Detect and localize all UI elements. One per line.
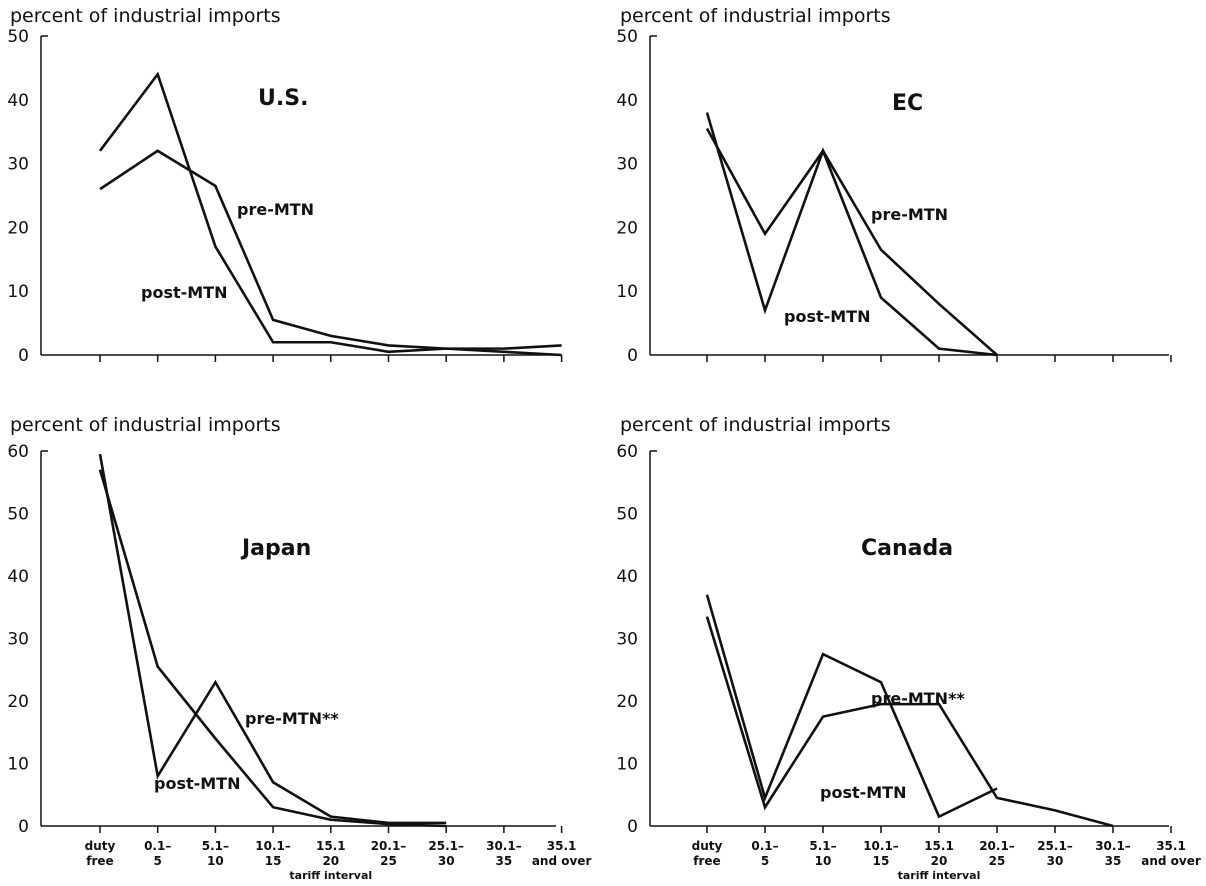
series-label-post-mtn: post-MTN bbox=[820, 783, 906, 802]
x-tick-label: duty bbox=[692, 839, 723, 853]
series-line-post-mtn bbox=[98, 71, 562, 357]
y-tick-label: 30 bbox=[616, 155, 638, 175]
y-tick-label: 30 bbox=[7, 630, 29, 650]
chart-title: EC bbox=[892, 91, 923, 116]
y-tick-label: 60 bbox=[7, 442, 29, 462]
series-label-post-mtn: post-MTN bbox=[154, 774, 240, 793]
x-tick-label: 5.1– bbox=[809, 839, 836, 853]
x-tick-label: 15.1 bbox=[924, 839, 954, 853]
series-label-post-mtn: post-MTN bbox=[141, 283, 227, 302]
x-tick-label: 30 bbox=[438, 854, 455, 868]
x-tick-label: 5 bbox=[154, 854, 162, 868]
line-chart-us: 0 10 20 30 40 50 pre-MTN post-MTN U.S. bbox=[7, 27, 563, 366]
y-tick-label: 10 bbox=[7, 755, 29, 775]
y-tick-label: 20 bbox=[7, 218, 29, 238]
x-tick-label: and over bbox=[532, 854, 592, 868]
x-tick-label: 10.1– bbox=[255, 839, 291, 853]
x-tick-label: 25 bbox=[989, 854, 1006, 868]
x-tick-label: 15.1 bbox=[316, 839, 346, 853]
series-label-pre-mtn: pre-MTN bbox=[871, 205, 948, 224]
line-chart-ec: 0 10 20 30 40 50 pre-MTN post-MTN EC bbox=[616, 27, 1172, 366]
series-line-pre-mtn bbox=[705, 127, 998, 356]
line-chart-canada: 0102030405060dutyfree0.1–55.1–1010.1–151… bbox=[616, 442, 1201, 882]
x-tick-label: 10.1– bbox=[863, 839, 899, 853]
y-tick-label: 20 bbox=[616, 218, 638, 238]
chart-panel-ec: percent of industrial imports 0 10 20 30 40 5… bbox=[603, 0, 1206, 443]
series-line-pre-mtn bbox=[705, 616, 1114, 828]
x-tick-label: 30.1– bbox=[486, 839, 522, 853]
y-tick-label: 30 bbox=[7, 155, 29, 175]
x-tick-label: 10 bbox=[815, 854, 832, 868]
x-tick-label: duty bbox=[85, 839, 116, 853]
x-tick-label: 25.1– bbox=[1037, 839, 1073, 853]
chart-title: Canada bbox=[861, 536, 953, 561]
x-tick-label: free bbox=[86, 854, 113, 868]
y-tick-label: 50 bbox=[616, 505, 638, 525]
y-tick-label: 0 bbox=[18, 817, 29, 837]
x-tick-label: 5.1– bbox=[202, 839, 229, 853]
y-tick-label: 10 bbox=[7, 282, 29, 302]
x-tick-label: 20 bbox=[931, 854, 948, 868]
y-tick-label: 20 bbox=[616, 692, 638, 712]
y-tick-label: 10 bbox=[616, 755, 638, 775]
y-tick-label: 50 bbox=[7, 505, 29, 525]
x-tick-label: 20 bbox=[322, 854, 339, 868]
x-tick-label: 25.1– bbox=[428, 839, 464, 853]
y-axis-label: percent of industrial imports bbox=[620, 414, 891, 436]
series-line-post-mtn bbox=[98, 469, 447, 828]
x-tick-label: 5 bbox=[761, 854, 769, 868]
chart-panel-japan: percent of industrial imports 0 10 20 30 40 5… bbox=[0, 414, 603, 886]
x-tick-label: 30 bbox=[1047, 854, 1064, 868]
chart-title: U.S. bbox=[258, 86, 308, 111]
series-line-post-mtn bbox=[705, 594, 998, 819]
chart-panel-canada: percent of industrial imports 0 10 20 30 40 5… bbox=[603, 414, 1206, 886]
x-axis-label: tariff interval bbox=[898, 869, 981, 882]
x-tick-label: 35 bbox=[496, 854, 513, 868]
series-label-pre-mtn: pre-MTN** bbox=[871, 689, 965, 708]
y-tick-label: 10 bbox=[616, 282, 638, 302]
y-tick-label: 0 bbox=[627, 346, 638, 366]
y-tick-label: 0 bbox=[627, 817, 638, 837]
chart-title: Japan bbox=[240, 536, 311, 561]
y-tick-label: 40 bbox=[7, 91, 29, 111]
x-tick-label: and over bbox=[1141, 854, 1201, 868]
x-axis-label: tariff interval bbox=[289, 869, 372, 882]
y-tick-label: 50 bbox=[7, 27, 29, 47]
y-tick-label: 0 bbox=[18, 346, 29, 366]
y-tick-label: 30 bbox=[616, 630, 638, 650]
x-tick-label: 35.1 bbox=[547, 839, 577, 853]
y-tick-label: 40 bbox=[616, 91, 638, 111]
y-axis-label: percent of industrial imports bbox=[10, 414, 281, 436]
series-label-pre-mtn: pre-MTN bbox=[237, 200, 314, 219]
series-line-post-mtn bbox=[705, 112, 998, 357]
x-tick-label: 35.1 bbox=[1156, 839, 1186, 853]
x-tick-label: 10 bbox=[207, 854, 224, 868]
x-tick-label: 20.1– bbox=[979, 839, 1015, 853]
line-chart-japan: 0102030405060dutyfree0.1–55.1–1010.1–151… bbox=[7, 442, 592, 882]
series-label-pre-mtn: pre-MTN** bbox=[245, 709, 339, 728]
x-tick-label: 15 bbox=[873, 854, 890, 868]
x-tick-label: 0.1– bbox=[751, 839, 778, 853]
series-line-pre-mtn bbox=[98, 453, 447, 825]
y-axis-label: percent of industrial imports bbox=[620, 5, 891, 27]
x-tick-label: 0.1– bbox=[144, 839, 171, 853]
x-tick-label: free bbox=[693, 854, 720, 868]
y-tick-label: 40 bbox=[616, 567, 638, 587]
y-tick-label: 50 bbox=[616, 27, 638, 47]
series-label-post-mtn: post-MTN bbox=[784, 307, 870, 326]
y-axis-label: percent of industrial imports bbox=[10, 5, 281, 27]
y-tick-label: 60 bbox=[616, 442, 638, 462]
x-tick-label: 25 bbox=[380, 854, 397, 868]
x-tick-label: 15 bbox=[265, 854, 282, 868]
y-tick-label: 40 bbox=[7, 567, 29, 587]
x-tick-label: 30.1– bbox=[1095, 839, 1131, 853]
x-tick-label: 20.1– bbox=[371, 839, 407, 853]
chart-panel-us: percent of industrial imports 0 10 20 30 40 5… bbox=[0, 0, 603, 443]
x-tick-label: 35 bbox=[1105, 854, 1122, 868]
series-line-pre-mtn bbox=[99, 149, 562, 350]
y-tick-label: 20 bbox=[7, 692, 29, 712]
